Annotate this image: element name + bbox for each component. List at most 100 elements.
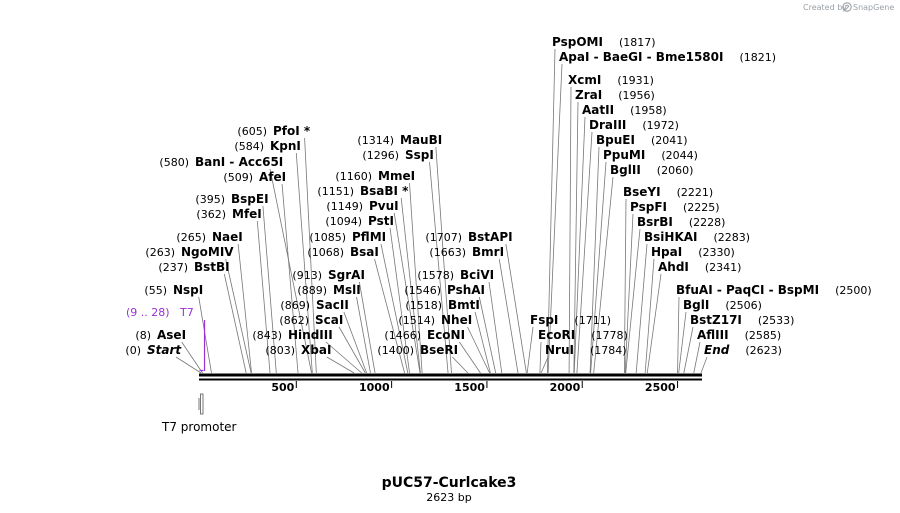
- site-ahdi[interactable]: AhdI (2341): [658, 260, 741, 274]
- site-bmti[interactable]: BmtI (1518): [405, 298, 479, 312]
- site-bsabi[interactable]: BsaBI * (1151): [317, 184, 409, 198]
- site-aatii[interactable]: AatII (1958): [582, 103, 667, 117]
- site-mfei[interactable]: MfeI (362): [196, 207, 261, 221]
- site-leader-line: [644, 258, 655, 374]
- site-name: BstZ17I: [690, 313, 742, 327]
- site-pshai[interactable]: PshAI (1546): [404, 283, 485, 297]
- site-bgli[interactable]: BglI (2506): [683, 298, 762, 312]
- site-bfuai[interactable]: BfuAI - PaqCI - BspMI (2500): [676, 283, 872, 297]
- site-bpuei[interactable]: BpuEI (2041): [596, 133, 688, 147]
- site-ppumi[interactable]: PpuMI (2044): [603, 148, 698, 162]
- site-draiii[interactable]: DraIII (1972): [589, 118, 679, 132]
- site-bsihkai[interactable]: BsiHKAI (2283): [644, 230, 750, 244]
- site-position: (1784): [590, 344, 627, 357]
- site-fspi[interactable]: FspI (1711): [530, 313, 611, 327]
- site-apai[interactable]: ApaI - BaeGI - Bme1580I (1821): [559, 50, 776, 64]
- site-name: NheI: [441, 313, 472, 327]
- site-position: (580): [159, 156, 189, 169]
- site-position: (1956): [618, 89, 655, 102]
- snapgene-credit[interactable]: Created by SnapGene: [803, 2, 894, 12]
- site-leader-line: [474, 311, 491, 374]
- site-bmri[interactable]: BmrI (1663): [429, 245, 504, 259]
- site-bani[interactable]: BanI - Acc65I (580): [159, 155, 283, 169]
- site-name: MmeI: [378, 169, 415, 183]
- site-bspei[interactable]: BspEI (395): [195, 192, 268, 206]
- plasmid-name: pUC57-Curlcake3: [382, 475, 517, 491]
- site-sgrai[interactable]: SgrAI (913): [292, 268, 365, 282]
- site-scai[interactable]: ScaI (862): [279, 313, 343, 327]
- site-xbai[interactable]: XbaI (803): [265, 343, 331, 357]
- feature-t7-promoter-box[interactable]: [200, 393, 204, 415]
- site-asei[interactable]: AseI (8): [135, 328, 186, 342]
- site-position: (2283): [714, 231, 751, 244]
- site-mmei[interactable]: MmeI (1160): [335, 169, 415, 183]
- site-end[interactable]: End (2623): [704, 343, 782, 357]
- site-pfoi[interactable]: PfoI * (605): [237, 124, 310, 138]
- site-leader-line: [175, 356, 202, 374]
- site-sspi[interactable]: SspI (1296): [362, 148, 433, 162]
- site-leader-line: [343, 311, 368, 374]
- site-econi[interactable]: EcoNI (1466): [384, 328, 465, 342]
- site-bseri[interactable]: BseRI (1400): [377, 343, 458, 357]
- site-pspfi[interactable]: PspFI (2225): [630, 200, 720, 214]
- site-name: HpaI: [651, 245, 682, 259]
- site-hpai[interactable]: HpaI (2330): [651, 245, 735, 259]
- site-name: XcmI: [568, 73, 601, 87]
- site-leader-line: [677, 296, 680, 374]
- site-maubi[interactable]: MauBI (1314): [357, 133, 442, 147]
- site-bseyi[interactable]: BseYI (2221): [623, 185, 713, 199]
- site-leader-line: [429, 161, 449, 374]
- site-leader-lines: [175, 48, 708, 374]
- site-msli[interactable]: MslI (889): [297, 283, 360, 297]
- backbone-bottom-strand: [199, 378, 702, 381]
- site-pspomi[interactable]: PspOMI (1817): [552, 35, 656, 49]
- site-name: KpnI: [270, 139, 301, 153]
- site-ecori[interactable]: EcoRI (1778): [538, 328, 628, 342]
- site-afliii[interactable]: AflIII (2585): [697, 328, 781, 342]
- site-hindiii[interactable]: HindIII (843): [252, 328, 332, 342]
- site-pflmi[interactable]: PflMI (1085): [309, 230, 386, 244]
- primer-t7[interactable]: (9 .. 28) T7: [126, 306, 206, 372]
- site-name: XbaI: [301, 343, 331, 357]
- site-bstbi[interactable]: BstBI (237): [158, 260, 229, 274]
- site-leader-line: [540, 356, 549, 374]
- site-leader-line: [181, 341, 203, 374]
- site-position: (362): [196, 208, 226, 221]
- site-bsai[interactable]: BsaI (1068): [307, 245, 378, 259]
- site-zrai[interactable]: ZraI (1956): [575, 88, 655, 102]
- feature-t7-promoter[interactable]: T7 promoter: [161, 393, 237, 434]
- site-name: EcoRI: [538, 328, 575, 342]
- site-bglii[interactable]: BglII (2060): [610, 163, 693, 177]
- site-afei[interactable]: AfeI (509): [223, 170, 286, 184]
- site-name: BpuEI: [596, 133, 635, 147]
- backbone-top-strand: [199, 373, 702, 377]
- site-ngomiv[interactable]: NgoMIV (263): [145, 245, 234, 259]
- site-bstapi[interactable]: BstAPI (1707): [425, 230, 512, 244]
- site-nhei[interactable]: NheI (1514): [398, 313, 472, 327]
- site-position: (2330): [698, 246, 735, 259]
- site-position: (2533): [758, 314, 795, 327]
- site-start[interactable]: Start (0): [125, 343, 182, 357]
- site-pvui[interactable]: PvuI (1149): [326, 199, 398, 213]
- site-sacii[interactable]: SacII (869): [280, 298, 348, 312]
- site-name: AhdI: [658, 260, 689, 274]
- site-psti[interactable]: PstI (1094): [325, 214, 394, 228]
- site-name: NaeI: [212, 230, 243, 244]
- site-bstz17i[interactable]: BstZ17I (2533): [690, 313, 794, 327]
- site-position: (509): [223, 171, 253, 184]
- site-kpni[interactable]: KpnI (584): [234, 139, 301, 153]
- site-bcivi[interactable]: BciVI (1578): [417, 268, 494, 282]
- site-position: (1707): [425, 231, 462, 244]
- site-nrui[interactable]: NruI (1784): [545, 343, 627, 357]
- site-leader-line: [459, 341, 481, 374]
- site-name: BmrI: [472, 245, 504, 259]
- site-xcmi[interactable]: XcmI (1931): [568, 73, 654, 87]
- site-name: SacII: [316, 298, 349, 312]
- site-naei[interactable]: NaeI (265): [176, 230, 242, 244]
- site-bsrbi[interactable]: BsrBI (2228): [637, 215, 725, 229]
- site-nspi[interactable]: NspI (55): [144, 283, 203, 297]
- site-position: (55): [144, 284, 167, 297]
- site-name: BsaI: [350, 245, 379, 259]
- site-leader-line: [237, 243, 252, 374]
- site-position: (1466): [384, 329, 421, 342]
